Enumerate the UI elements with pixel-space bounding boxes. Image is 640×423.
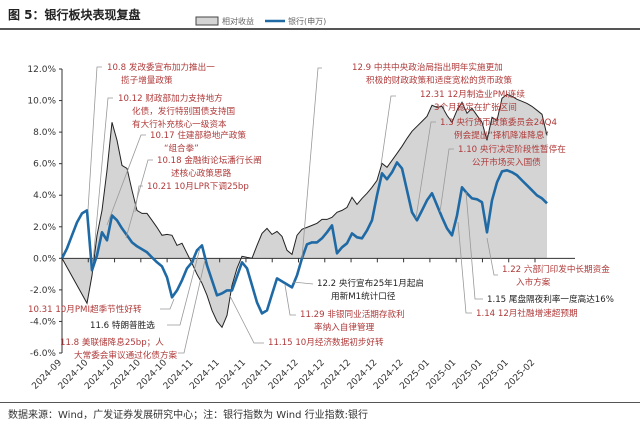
annotation-leader-line (134, 185, 143, 213)
annotation-leader-line (284, 284, 296, 316)
annotation-leader-line (380, 95, 396, 166)
y-tick-label: 10.0% (27, 97, 56, 107)
annotation-text: 10.31 10月PMI超季节性好转 (28, 303, 142, 315)
annotation-leader-line (92, 97, 113, 263)
annotation-leader-line (439, 148, 454, 213)
annotation: 10.17 住建部稳地产政策“组合拳” (106, 129, 246, 226)
annotation-text: 揽子增量政策 (121, 74, 173, 86)
y-tick-label: -6.0% (30, 349, 57, 359)
annotation-text: 1.10 央行决定阶段性暂停在 (458, 143, 566, 155)
annotation-leader-line (415, 121, 436, 219)
annotation-text: 12.9 中共中央政治局指出明年实施更加 (352, 61, 503, 73)
y-tick-label: 4.0% (33, 191, 56, 201)
annotation-text: 10.17 住建部稳地产政策 (150, 129, 246, 141)
y-tick-label: 12.0% (27, 65, 56, 75)
annotation-text: 积极的财政政策和适度宽松的货币政策 (366, 74, 513, 86)
annotation-leader-line (229, 295, 264, 344)
bank-performance-chart: 相对收益 银行(申万) -6.0% -4.0% -2.0% 0.0% 2.0% 4.0% 6.0… (27, 16, 614, 392)
annotation-text: 有大行补充核心一级资本 (132, 118, 227, 130)
annotation: 1.14 12月社融增速超预期 (457, 221, 578, 319)
y-tick-label: -4.0% (30, 317, 57, 327)
top-divider (0, 28, 640, 30)
annotation-text: 1.14 12月社融增速超预期 (476, 307, 578, 319)
relative-return-area (62, 94, 547, 328)
legend-label-bank: 银行(申万) (288, 16, 326, 26)
annotation-leader-line (106, 134, 146, 226)
annotation-text: 3个月稳定在扩张区间 (434, 101, 517, 113)
annotation-text: 率纳入自律管理 (314, 321, 375, 333)
annotation-text: 1.22 六部门印发中长期资金 (502, 263, 610, 275)
annotation-text: 例会提出“择机降准降息” (454, 129, 549, 141)
source-note: 数据来源：Wind，广发证券发展研究中心；注：银行指数为 Wind 行业指数:银… (8, 410, 368, 421)
annotation-leader-line (292, 281, 314, 285)
annotation-text: 1.3 央行货币政策委员会24Q4 (440, 116, 557, 128)
y-tick-label: 6.0% (33, 160, 56, 170)
annotation-text: 1.15 尾盘隔夜利率一度高达16% (487, 293, 614, 305)
annotation: 11.6 特朗普胜选 (90, 247, 201, 331)
annotation-leader-line (301, 67, 322, 259)
annotation-text: 11.15 10月经济数据初步好转 (268, 336, 384, 348)
annotation: 10.31 10月PMI超季节性好转 (28, 298, 175, 315)
annotation-text: “组合拳” (164, 142, 199, 154)
annotation-text: 11.6 特朗普胜选 (90, 319, 155, 331)
annotation-text: 12.2 央行宣布25年1月起启 (317, 277, 424, 289)
annotation-leader-line (160, 298, 175, 310)
annotation-text: 公开市场买入国债 (472, 156, 541, 168)
annotation-leader-line (465, 191, 483, 300)
annotation-leader-line (87, 66, 102, 211)
annotation-text: 用新M1统计口径 (331, 290, 396, 302)
y-tick-label: 0.0% (33, 254, 56, 264)
annotation-text: 10.12 财政部加力支持地方 (118, 92, 223, 104)
annotation: 1.15 尾盘隔夜利率一度高达16% (465, 191, 614, 305)
annotation-text: 11.8 美联储降息25bp；人 (60, 336, 164, 348)
annotation-text: 10.21 10月LPR下调25bp (147, 181, 249, 192)
annotation-text: 10.8 发改委宣布加力推出一 (107, 61, 215, 73)
annotation-leader-line (486, 237, 498, 276)
annotation-leader-line (167, 247, 201, 326)
annotation-text: 10.18 金融街论坛潘行长阐 (157, 154, 262, 166)
annotation-text: 12.31 12月制造业PMI连续 (420, 88, 525, 100)
annotation-text: 入市方案 (516, 276, 551, 288)
annotation: 11.15 10月经济数据初步好转 (229, 295, 384, 348)
annotation-leader-line (457, 221, 472, 314)
figure-title: 图 5：银行板块表现复盘 (8, 8, 141, 22)
annotation: 10.21 10月LPR下调25bp (134, 181, 249, 213)
annotation-leader-line (125, 159, 153, 239)
annotation-text: 11.29 非银同业活期存款利 (300, 308, 405, 320)
legend-label-relative: 相对收益 (222, 16, 254, 26)
annotation-leader-line (178, 259, 206, 354)
legend-swatch-relative (195, 16, 219, 26)
bottom-divider (0, 402, 640, 403)
annotation-text: 大常委会审议通过化债方案 (74, 349, 178, 361)
annotation-text: 化债，发行特别国债支持国 (132, 105, 235, 117)
y-tick-label: -2.0% (30, 286, 57, 296)
y-tick-label: 2.0% (33, 223, 56, 233)
y-tick-label: 8.0% (33, 128, 56, 138)
annotation-text: 述核心政策思路 (171, 167, 232, 179)
